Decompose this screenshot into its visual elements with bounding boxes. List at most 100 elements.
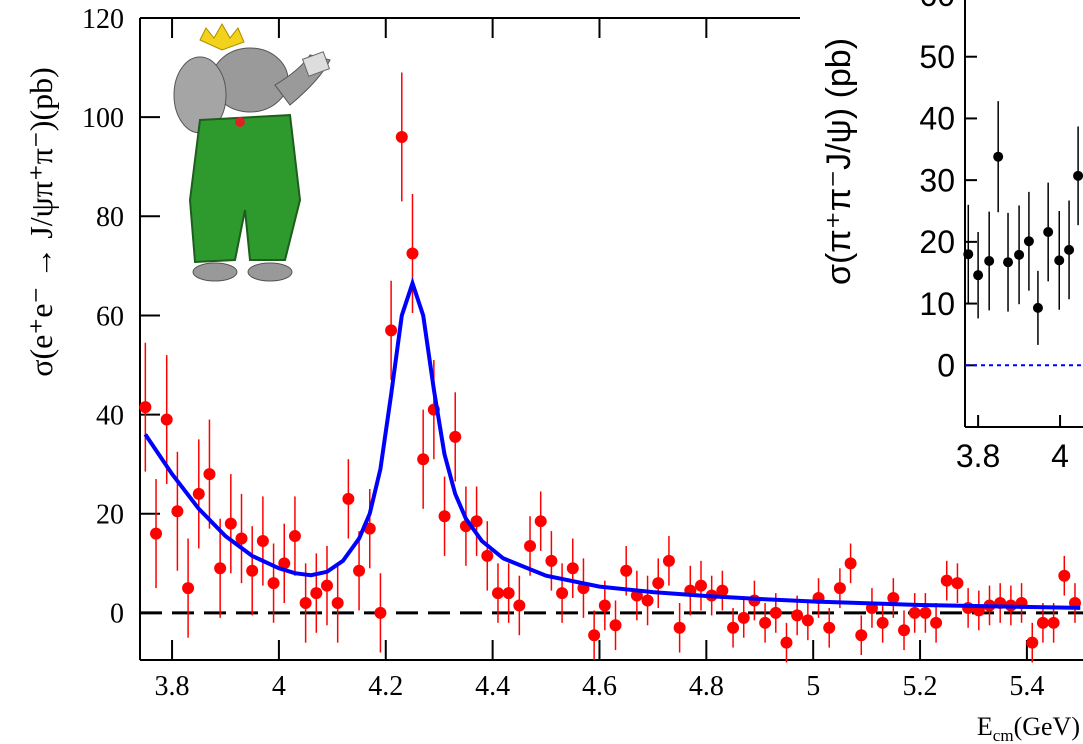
- x-tick-label: 4.8: [689, 671, 724, 702]
- data-point: [1003, 257, 1014, 268]
- data-point: [331, 596, 344, 609]
- data-point: [1058, 569, 1071, 582]
- data-point: [1032, 302, 1043, 313]
- y-tick-label: 20: [96, 500, 124, 531]
- data-point: [1047, 616, 1060, 629]
- data-point: [844, 557, 857, 570]
- data-point: [278, 557, 291, 570]
- x-tick-label: 4.2: [368, 671, 403, 702]
- data-point: [1026, 636, 1039, 649]
- data-point: [150, 527, 163, 540]
- data-point: [1036, 616, 1049, 629]
- data-point: [1073, 170, 1083, 181]
- data-point: [652, 577, 665, 590]
- bow-tie: [235, 117, 245, 127]
- data-point: [310, 587, 323, 600]
- data-point: [299, 596, 312, 609]
- data-point: [908, 606, 921, 619]
- data-point: [288, 530, 301, 543]
- data-point: [556, 587, 569, 600]
- data-point: [919, 606, 932, 619]
- data-point: [353, 564, 366, 577]
- data-point: [449, 430, 462, 443]
- y-tick-label: 0: [110, 599, 124, 630]
- data-point: [256, 535, 269, 548]
- data-point: [823, 621, 836, 634]
- data-point: [973, 270, 984, 281]
- x-tick-label: 4: [272, 671, 286, 702]
- data-point: [641, 594, 654, 607]
- data-point: [513, 599, 526, 612]
- data-point: [320, 579, 333, 592]
- y-tick-label: 30: [919, 162, 955, 198]
- x-axis-label-part: cm: [993, 726, 1014, 744]
- data-point: [545, 554, 558, 567]
- data-point: [395, 130, 408, 143]
- data-point: [727, 621, 740, 634]
- x-axis-label-part: E: [977, 712, 993, 741]
- data-point: [940, 574, 953, 587]
- data-point: [930, 616, 943, 629]
- y-tick-label: 50: [919, 39, 955, 75]
- suit: [188, 113, 302, 264]
- x-tick-label: 5: [806, 671, 820, 702]
- y-tick-label: 100: [82, 103, 124, 134]
- data-point: [769, 606, 782, 619]
- fit-curve: [143, 276, 1081, 610]
- data-point: [716, 584, 729, 597]
- mascot: [173, 22, 331, 282]
- data-point: [984, 255, 995, 266]
- data-point: [192, 487, 205, 500]
- inset-pad: [800, 0, 1083, 487]
- x-tick-label: 4: [1051, 438, 1069, 474]
- data-point: [203, 468, 216, 481]
- data-point: [673, 621, 686, 634]
- x-tick-label: 3.8: [155, 671, 190, 702]
- y-tick-label: 20: [919, 224, 955, 260]
- data-point: [267, 577, 280, 590]
- data-point: [993, 151, 1004, 162]
- data-point: [898, 624, 911, 637]
- data-point: [662, 554, 675, 567]
- data-point: [759, 616, 772, 629]
- data-point: [534, 515, 547, 528]
- paper: [301, 51, 331, 77]
- foot: [192, 262, 238, 282]
- data-point: [791, 609, 804, 622]
- data-point: [855, 629, 868, 642]
- data-point: [620, 564, 633, 577]
- data-point: [524, 539, 537, 552]
- data-point: [481, 549, 494, 562]
- foot: [247, 262, 293, 282]
- y-axis-label: σ(e⁺e⁻ → J/ψπ⁺π⁻)(pb): [23, 67, 59, 377]
- x-tick-label: 4.6: [582, 671, 617, 702]
- y-tick-label: 80: [96, 202, 124, 233]
- y-tick-label: 40: [96, 400, 124, 431]
- data-point: [182, 582, 195, 595]
- x-tick-label: 5.2: [903, 671, 938, 702]
- data-point: [1064, 244, 1075, 255]
- data-point: [598, 599, 611, 612]
- x-axis-label-part: (GeV): [1014, 712, 1080, 741]
- data-point: [1054, 255, 1065, 266]
- data-point: [887, 592, 900, 605]
- y-tick-label: 60: [96, 301, 124, 332]
- data-point: [609, 619, 622, 632]
- data-point: [342, 492, 355, 505]
- data-point: [438, 510, 451, 523]
- data-point: [1043, 226, 1054, 237]
- data-point: [246, 564, 259, 577]
- data-point: [876, 616, 889, 629]
- data-point: [833, 582, 846, 595]
- data-point: [566, 562, 579, 575]
- inset-plot: 3.840102030405060σ(π⁺π⁻J/ψ) (pb): [820, 0, 1083, 474]
- x-tick-label: 3.8: [956, 438, 1000, 474]
- data-point: [963, 249, 974, 260]
- data-point: [780, 636, 793, 649]
- data-point: [385, 324, 398, 337]
- data-point: [171, 505, 184, 518]
- data-point: [139, 401, 152, 414]
- data-point: [801, 614, 814, 627]
- y-tick-label: 60: [919, 0, 955, 13]
